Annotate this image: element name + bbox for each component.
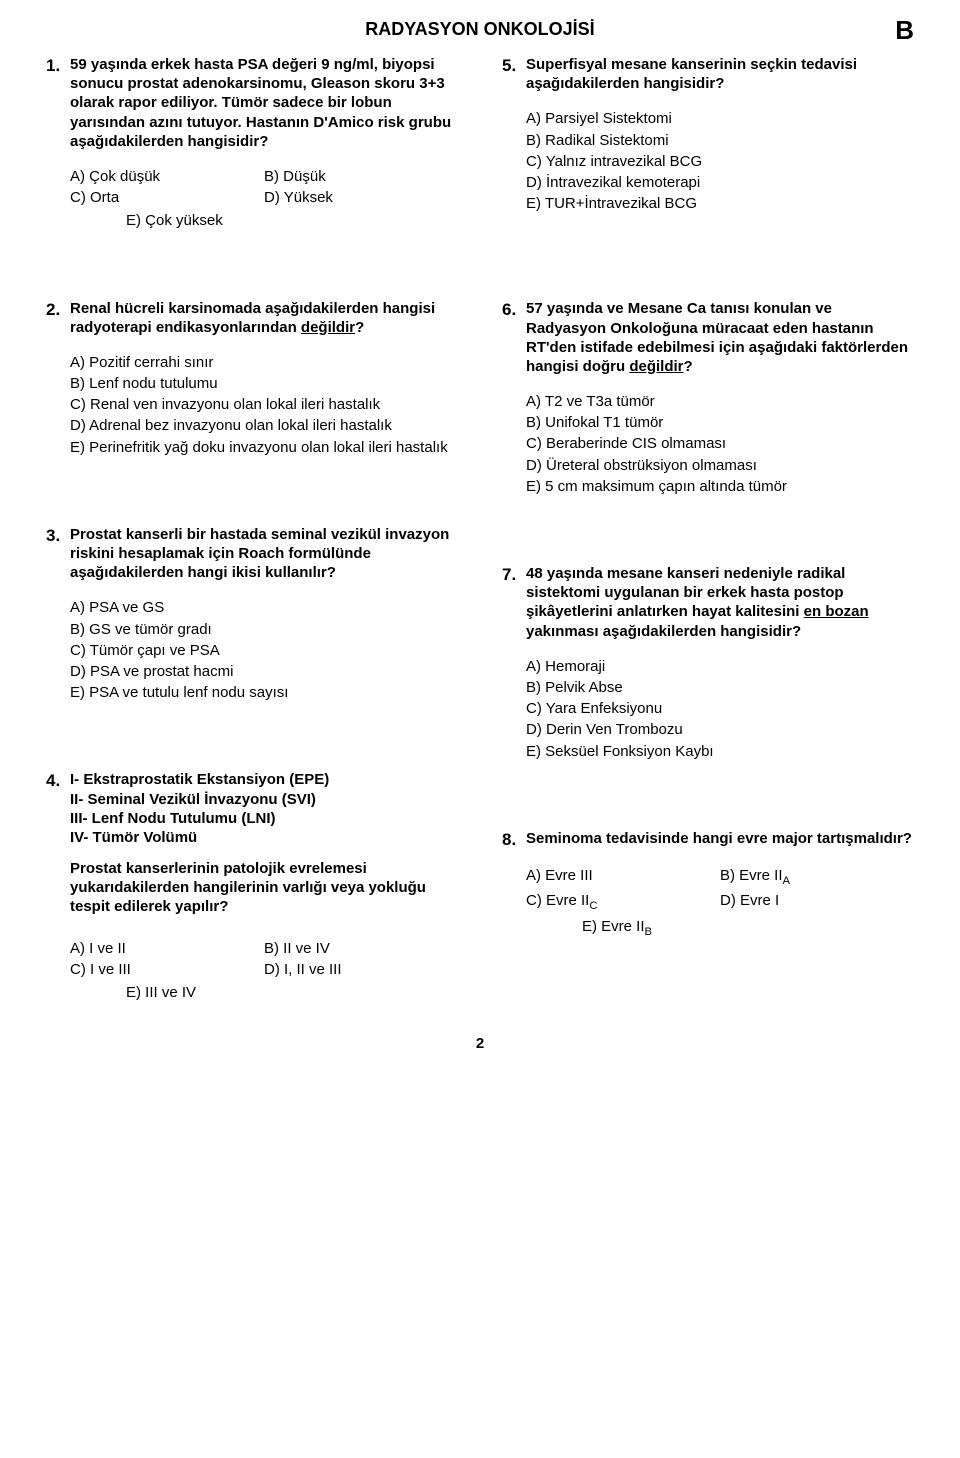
question-stem: 48 yaşında mesane kanseri nedeniyle radi… [526,564,914,641]
question-number: 4. [46,770,70,916]
question-4: 4. I- Ekstraprostatik Ekstansiyon (EPE) … [46,770,458,1002]
question-2: 2. Renal hücreli karsinomada aşağıdakile… [46,299,458,457]
question-stem: 59 yaşında erkek hasta PSA değeri 9 ng/m… [70,55,458,151]
question-number: 1. [46,55,70,151]
option-b: B) Lenf nodu tutulumu [70,374,458,393]
option-e: E) Çok yüksek [70,211,458,230]
question-stem: Superfisyal mesane kanserinin seçkin ted… [526,55,914,93]
option-a: A) Evre III [526,866,720,888]
page-title: RADYASYON ONKOLOJİSİ [46,18,914,41]
question-number: 2. [46,299,70,337]
option-d: D) Adrenal bez invazyonu olan lokal iler… [70,416,458,435]
option-e: E) Perinefritik yağ doku invazyonu olan … [70,438,458,457]
question-options: A) Çok düşük B) Düşük C) Orta D) Yüksek … [70,167,458,231]
option-e: E) III ve IV [70,983,458,1002]
option-a: A) Parsiyel Sistektomi [526,109,914,128]
question-number: 8. [502,829,526,851]
question-options: A) T2 ve T3a tümör B) Unifokal T1 tümör … [526,392,914,496]
question-stem: Seminoma tedavisinde hangi evre major ta… [526,829,912,851]
question-7: 7. 48 yaşında mesane kanseri nedeniyle r… [502,564,914,761]
option-a: A) T2 ve T3a tümör [526,392,914,411]
question-number: 7. [502,564,526,641]
question-3: 3. Prostat kanserli bir hastada seminal … [46,525,458,703]
option-c: C) Tümör çapı ve PSA [70,641,458,660]
option-d: D) Derin Ven Trombozu [526,720,914,739]
question-options: A) Hemoraji B) Pelvik Abse C) Yara Enfek… [526,657,914,761]
question-6: 6. 57 yaşında ve Mesane Ca tanısı konula… [502,299,914,496]
question-stem: 57 yaşında ve Mesane Ca tanısı konulan v… [526,299,914,376]
option-e: E) Seksüel Fonksiyon Kaybı [526,742,914,761]
left-column: 1. 59 yaşında erkek hasta PSA değeri 9 n… [46,55,458,1026]
question-8: 8. Seminoma tedavisinde hangi evre major… [502,829,914,940]
question-1: 1. 59 yaşında erkek hasta PSA değeri 9 n… [46,55,458,231]
question-stem: I- Ekstraprostatik Ekstansiyon (EPE) II-… [70,770,458,916]
page-header: RADYASYON ONKOLOJİSİ B [46,18,914,41]
option-b: B) Düşük [264,167,458,186]
option-a: A) Pozitif cerrahi sınır [70,353,458,372]
page-number: 2 [46,1034,914,1053]
question-options: A) Evre III B) Evre IIA C) Evre IIC D) E… [526,866,914,939]
option-b: B) Evre IIA [720,866,914,888]
option-c: C) Orta [70,188,264,207]
option-a: A) I ve II [70,939,264,958]
option-d: D) I, II ve III [264,960,458,979]
option-d: D) Evre I [720,891,914,913]
option-d: D) Yüksek [264,188,458,207]
option-c: C) Evre IIC [526,891,720,913]
question-5: 5. Superfisyal mesane kanserinin seçkin … [502,55,914,213]
question-options: A) Pozitif cerrahi sınır B) Lenf nodu tu… [70,353,458,457]
question-options: A) I ve II B) II ve IV C) I ve III D) I,… [70,939,458,1003]
option-e: E) TUR+İntravezikal BCG [526,194,914,213]
option-e: E) Evre IIB [526,917,914,939]
option-e: E) 5 cm maksimum çapın altında tümör [526,477,914,496]
question-stem: Prostat kanserli bir hastada seminal vez… [70,525,458,583]
question-options: A) PSA ve GS B) GS ve tümör gradı C) Tüm… [70,598,458,702]
question-number: 3. [46,525,70,583]
option-b: B) Unifokal T1 tümör [526,413,914,432]
option-c: C) I ve III [70,960,264,979]
option-c: C) Beraberinde CIS olmaması [526,434,914,453]
question-number: 5. [502,55,526,93]
option-c: C) Yara Enfeksiyonu [526,699,914,718]
option-b: B) Radikal Sistektomi [526,131,914,150]
question-stem: Renal hücreli karsinomada aşağıdakilerde… [70,299,458,337]
content-columns: 1. 59 yaşında erkek hasta PSA değeri 9 n… [46,55,914,1026]
question-options: A) Parsiyel Sistektomi B) Radikal Sistek… [526,109,914,213]
right-column: 5. Superfisyal mesane kanserinin seçkin … [502,55,914,1026]
option-c: C) Renal ven invazyonu olan lokal ileri … [70,395,458,414]
option-a: A) Çok düşük [70,167,264,186]
option-d: D) PSA ve prostat hacmi [70,662,458,681]
question-number: 6. [502,299,526,376]
page-corner-letter: B [895,14,914,47]
option-d: D) İntravezikal kemoterapi [526,173,914,192]
option-b: B) II ve IV [264,939,458,958]
option-b: B) GS ve tümör gradı [70,620,458,639]
option-b: B) Pelvik Abse [526,678,914,697]
option-e: E) PSA ve tutulu lenf nodu sayısı [70,683,458,702]
option-c: C) Yalnız intravezikal BCG [526,152,914,171]
option-a: A) PSA ve GS [70,598,458,617]
option-a: A) Hemoraji [526,657,914,676]
option-d: D) Üreteral obstrüksiyon olmaması [526,456,914,475]
